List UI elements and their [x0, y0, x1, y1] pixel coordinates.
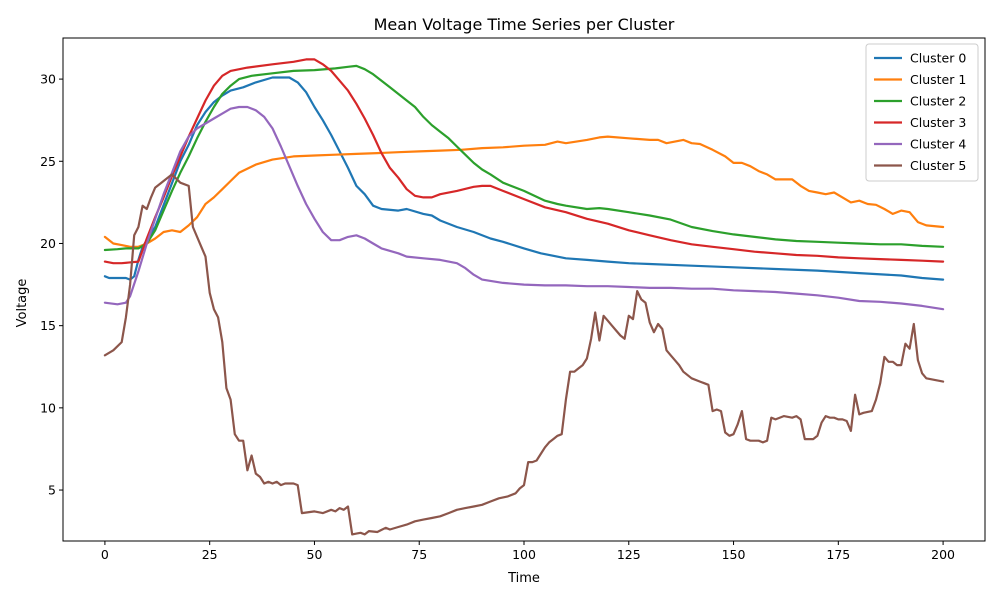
plot-lines — [103, 58, 945, 536]
legend-label: Cluster 5 — [910, 158, 966, 173]
legend: Cluster 0 Cluster 1 Cluster 2 Cluster 3 Clus… — [865, 43, 979, 182]
legend-label: Cluster 2 — [910, 94, 966, 109]
x-tick-label: 150 — [722, 547, 746, 562]
series-line-cluster-1 — [103, 135, 945, 248]
x-tick-label: 0 — [101, 547, 109, 562]
series-line-cluster-3 — [103, 58, 945, 265]
y-tick-label: 10 — [40, 400, 56, 415]
y-axis-label: Voltage — [15, 279, 30, 328]
y-tick-label: 20 — [40, 236, 56, 251]
plot-frame — [62, 37, 986, 542]
x-tick-label: 75 — [411, 547, 427, 562]
chart-title: Mean Voltage Time Series per Cluster — [374, 15, 675, 34]
series-line-cluster-2 — [103, 64, 945, 252]
x-tick-label: 175 — [826, 547, 850, 562]
x-tick-label: 100 — [512, 547, 536, 562]
x-axis: 0 25 50 75 100 125 150 175 200 — [101, 541, 955, 562]
x-tick-label: 50 — [307, 547, 323, 562]
y-tick-label: 25 — [40, 154, 56, 169]
x-tick-label: 25 — [202, 547, 218, 562]
legend-label: Cluster 1 — [910, 72, 966, 87]
series-line-cluster-0 — [103, 76, 945, 281]
y-axis: 5 10 15 20 25 30 — [40, 72, 63, 498]
x-tick-label: 200 — [931, 547, 955, 562]
legend-label: Cluster 3 — [910, 115, 966, 130]
legend-box — [865, 43, 979, 182]
x-tick-label: 125 — [617, 547, 641, 562]
series-line-cluster-5 — [103, 173, 945, 536]
x-axis-label: Time — [507, 571, 540, 586]
y-tick-label: 30 — [40, 72, 56, 87]
series-line-cluster-4 — [103, 105, 945, 311]
y-tick-label: 5 — [48, 483, 56, 498]
y-tick-label: 15 — [40, 318, 56, 333]
legend-label: Cluster 4 — [910, 137, 966, 152]
legend-label: Cluster 0 — [910, 51, 966, 66]
